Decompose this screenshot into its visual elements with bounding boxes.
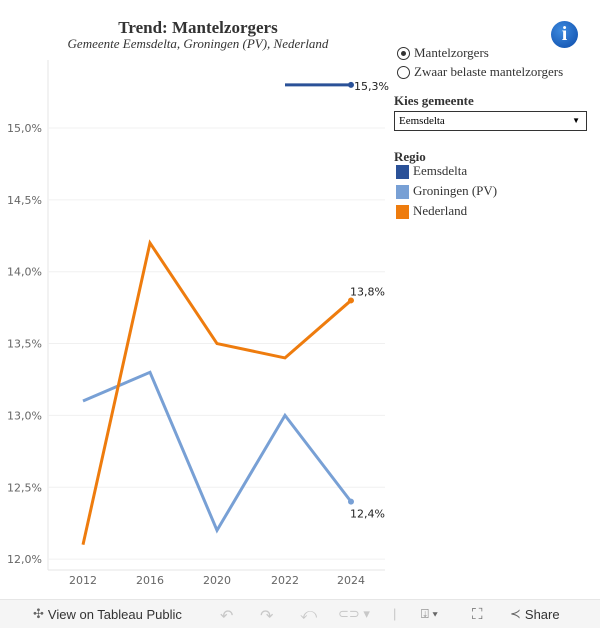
gemeente-label: Kies gemeente xyxy=(394,93,474,108)
data-label: 12,4% xyxy=(350,508,385,521)
legend-title: Regio xyxy=(394,149,426,164)
legend-label: Groningen (PV) xyxy=(413,183,498,198)
data-label: 13,8% xyxy=(350,285,385,298)
gemeente-dropdown[interactable]: Eemsdelta ▼ xyxy=(394,111,587,131)
radio-unselected-icon xyxy=(397,65,410,79)
dropdown-value: Eemsdelta xyxy=(399,115,445,127)
share-label: Share xyxy=(524,606,560,622)
undo-button[interactable]: ↶ xyxy=(220,608,234,625)
x-tick-label: 2020 xyxy=(203,574,231,587)
y-tick-label: 15,0% xyxy=(7,122,42,135)
legend-item-groningen[interactable]: Groningen (PV) xyxy=(396,183,497,199)
download-button[interactable]: ⍗ ▾ xyxy=(421,606,438,621)
radio-label: Zwaar belaste mantelzorgers xyxy=(414,64,564,79)
legend-swatch xyxy=(396,165,409,179)
x-tick-label: 2024 xyxy=(337,574,365,587)
view-label: View on Tableau Public xyxy=(47,606,182,622)
view-on-tableau-button[interactable]: ✣ View on Tableau Public xyxy=(33,606,182,622)
y-tick-label: 13,0% xyxy=(7,409,42,422)
info-icon[interactable]: i xyxy=(551,21,578,48)
legend-label: Nederland xyxy=(413,203,468,218)
data-point[interactable] xyxy=(348,297,354,304)
tableau-toolbar: ✣ View on Tableau Public ↶ ↷ ⤺ ⊂⊃ ▾ | ⍗ ▾… xyxy=(0,599,600,628)
data-point[interactable] xyxy=(348,81,354,88)
fullscreen-icon[interactable]: ⛶ xyxy=(472,606,483,623)
y-tick-label: 14,5% xyxy=(7,194,42,207)
y-tick-label: 14,0% xyxy=(7,266,42,279)
data-label: 15,3% xyxy=(354,80,389,93)
chart-title: Trend: Mantelzorgers xyxy=(118,18,278,37)
series-line-nederland[interactable] xyxy=(81,239,352,546)
dropdown-arrow-icon: ▼ xyxy=(572,116,580,125)
legend-item-eemsdelta[interactable]: Eemsdelta xyxy=(396,163,467,179)
x-tick-label: 2022 xyxy=(271,574,299,587)
series-line-groningen-pv-[interactable] xyxy=(82,370,353,534)
toolbar-divider: | xyxy=(393,606,397,621)
chart-subtitle: Gemeente Eemsdelta, Groningen (PV), Nede… xyxy=(67,36,329,51)
radio-selected-icon xyxy=(397,46,410,60)
x-tick-label: 2016 xyxy=(136,574,164,587)
legend-item-nederland[interactable]: Nederland xyxy=(396,203,467,219)
line-chart: 12,0% 12,5% 13,0% 13,5% 14,0% 14,5% 15,0% 2012 2… xyxy=(7,60,389,587)
legend-swatch xyxy=(396,205,409,219)
legend-label: Eemsdelta xyxy=(413,163,468,178)
y-tick-label: 12,5% xyxy=(7,481,42,494)
y-tick-label: 12,0% xyxy=(7,553,42,566)
tableau-logo-icon: ✣ xyxy=(33,606,44,621)
x-tick-label: 2012 xyxy=(69,574,97,587)
refresh-button[interactable]: ⊂⊃ ▾ xyxy=(338,606,370,621)
y-tick-label: 13,5% xyxy=(7,338,42,351)
legend-swatch xyxy=(396,185,409,199)
data-point[interactable] xyxy=(348,498,354,505)
radio-zwaar-belaste[interactable]: Zwaar belaste mantelzorgers xyxy=(397,64,563,80)
radio-label: Mantelzorgers xyxy=(414,45,489,60)
redo-button[interactable]: ↷ xyxy=(260,608,274,625)
share-button[interactable]: ≺ Share xyxy=(510,606,560,622)
revert-button[interactable]: ⤺ xyxy=(300,606,318,623)
share-icon: ≺ xyxy=(510,606,521,621)
radio-mantelzorgers[interactable]: Mantelzorgers xyxy=(397,45,489,61)
